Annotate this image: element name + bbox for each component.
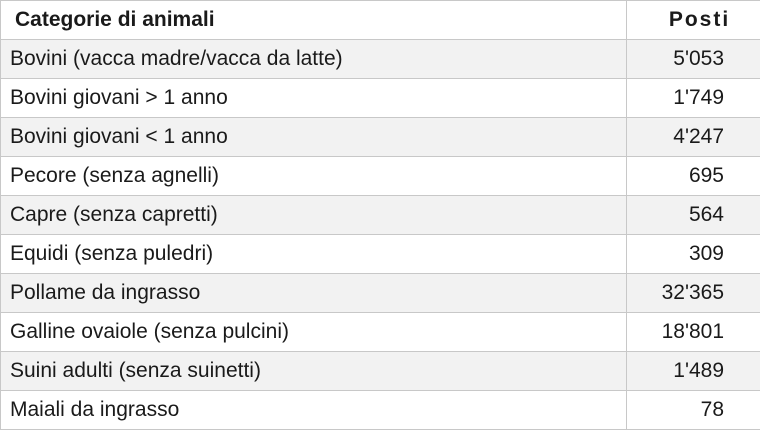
livestock-table: Categorie di animali Posti Bovini (vacca… bbox=[0, 0, 760, 430]
row-category: Suini adulti (senza suinetti) bbox=[0, 351, 627, 391]
table-row: Pecore (senza agnelli) 695 bbox=[0, 156, 760, 196]
row-places: 5'053 bbox=[626, 39, 760, 79]
row-places: 4'247 bbox=[626, 117, 760, 157]
row-category: Maiali da ingrasso bbox=[0, 390, 627, 430]
row-category: Equidi (senza puledri) bbox=[0, 234, 627, 274]
table-row: Suini adulti (senza suinetti) 1'489 bbox=[0, 351, 760, 391]
row-places: 309 bbox=[626, 234, 760, 274]
table-row: Galline ovaiole (senza pulcini) 18'801 bbox=[0, 312, 760, 352]
row-category: Bovini giovani < 1 anno bbox=[0, 117, 627, 157]
row-category: Galline ovaiole (senza pulcini) bbox=[0, 312, 627, 352]
row-places: 32'365 bbox=[626, 273, 760, 313]
column-header-category: Categorie di animali bbox=[0, 0, 627, 40]
row-category: Capre (senza capretti) bbox=[0, 195, 627, 235]
table-row: Maiali da ingrasso 78 bbox=[0, 390, 760, 430]
table-row: Equidi (senza puledri) 309 bbox=[0, 234, 760, 274]
table-header-row: Categorie di animali Posti bbox=[0, 0, 760, 40]
row-places: 78 bbox=[626, 390, 760, 430]
row-places: 18'801 bbox=[626, 312, 760, 352]
row-category: Bovini giovani > 1 anno bbox=[0, 78, 627, 118]
table-row: Pollame da ingrasso 32'365 bbox=[0, 273, 760, 313]
table-row: Bovini (vacca madre/vacca da latte) 5'05… bbox=[0, 39, 760, 79]
row-category: Pollame da ingrasso bbox=[0, 273, 627, 313]
table-row: Bovini giovani > 1 anno 1'749 bbox=[0, 78, 760, 118]
row-places: 1'749 bbox=[626, 78, 760, 118]
table-row: Capre (senza capretti) 564 bbox=[0, 195, 760, 235]
column-header-places: Posti bbox=[626, 0, 760, 40]
table-row: Bovini giovani < 1 anno 4'247 bbox=[0, 117, 760, 157]
row-places: 1'489 bbox=[626, 351, 760, 391]
row-category: Bovini (vacca madre/vacca da latte) bbox=[0, 39, 627, 79]
row-places: 564 bbox=[626, 195, 760, 235]
row-places: 695 bbox=[626, 156, 760, 196]
row-category: Pecore (senza agnelli) bbox=[0, 156, 627, 196]
